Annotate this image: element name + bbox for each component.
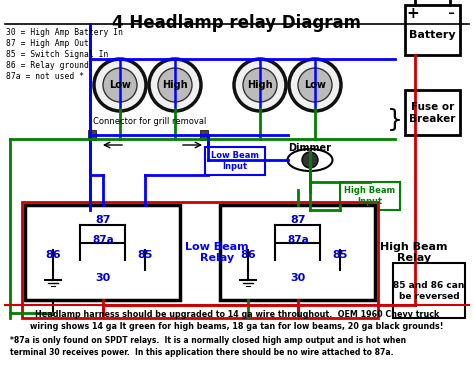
- Text: *87a is only found on SPDT relays.  It is a normally closed high amp output and : *87a is only found on SPDT relays. It is…: [10, 336, 406, 345]
- Bar: [88, 130, 96, 140]
- Bar: [340, 182, 400, 210]
- Text: 86 = Relay ground: 86 = Relay ground: [6, 61, 89, 70]
- Circle shape: [298, 68, 332, 102]
- Text: 87: 87: [95, 215, 111, 225]
- Text: 30: 30: [291, 273, 306, 283]
- Text: High Beam
Input: High Beam Input: [345, 186, 396, 206]
- Ellipse shape: [302, 152, 318, 168]
- Text: Low: Low: [304, 80, 326, 90]
- Text: +: +: [407, 5, 419, 20]
- Bar: [405, 5, 460, 55]
- Bar: [205, 147, 265, 175]
- Circle shape: [149, 59, 201, 111]
- Circle shape: [158, 68, 192, 102]
- Ellipse shape: [288, 149, 332, 171]
- Bar: [220, 205, 375, 300]
- Text: 85 and 86 can
be reversed: 85 and 86 can be reversed: [393, 281, 465, 301]
- Text: Low Beam
Relay: Low Beam Relay: [185, 242, 249, 263]
- Bar: [200, 130, 208, 140]
- Circle shape: [234, 59, 286, 111]
- Text: Battery: Battery: [409, 30, 456, 40]
- Circle shape: [243, 68, 277, 102]
- Text: wiring shows 14 ga lt green for high beams, 18 ga tan for low beams, 20 ga black: wiring shows 14 ga lt green for high bea…: [30, 322, 444, 331]
- Text: High: High: [247, 80, 273, 90]
- Bar: [393, 263, 465, 318]
- Text: 87a: 87a: [287, 235, 309, 245]
- Bar: [22, 202, 378, 318]
- Text: Low Beam
Input: Low Beam Input: [211, 151, 259, 171]
- Text: 85 = Switch Signal In: 85 = Switch Signal In: [6, 50, 109, 59]
- Bar: [25, 205, 180, 300]
- Text: 87 = High Amp Out: 87 = High Amp Out: [6, 39, 89, 48]
- Text: Low: Low: [109, 80, 131, 90]
- Text: 85: 85: [332, 250, 348, 260]
- Text: Headlamp harness should be upgraded to 14 ga wire throughout.  OEM 1960 Chevy tr: Headlamp harness should be upgraded to 1…: [35, 310, 439, 319]
- Text: 30: 30: [95, 273, 110, 283]
- Text: Dimmer: Dimmer: [289, 143, 331, 153]
- Text: 4 Headlamp relay Diagram: 4 Headlamp relay Diagram: [112, 14, 362, 32]
- Text: 86: 86: [45, 250, 61, 260]
- Text: 87a: 87a: [92, 235, 114, 245]
- Circle shape: [94, 59, 146, 111]
- Text: 30 = High Amp Battery In: 30 = High Amp Battery In: [6, 28, 123, 37]
- Text: Connector for grill removal: Connector for grill removal: [93, 117, 207, 127]
- Text: }: }: [387, 108, 403, 132]
- Text: 86: 86: [240, 250, 256, 260]
- Text: High Beam
Relay: High Beam Relay: [380, 242, 447, 263]
- Text: -: -: [448, 3, 456, 22]
- Circle shape: [289, 59, 341, 111]
- Text: High: High: [162, 80, 188, 90]
- Circle shape: [103, 68, 137, 102]
- Text: 87a = not used *: 87a = not used *: [6, 72, 84, 81]
- Text: 85: 85: [137, 250, 153, 260]
- Text: terminal 30 receives power.  In this application there should be no wire attache: terminal 30 receives power. In this appl…: [10, 348, 393, 357]
- Text: 87: 87: [290, 215, 306, 225]
- Bar: [405, 90, 460, 135]
- Text: Fuse or
Breaker: Fuse or Breaker: [410, 102, 456, 124]
